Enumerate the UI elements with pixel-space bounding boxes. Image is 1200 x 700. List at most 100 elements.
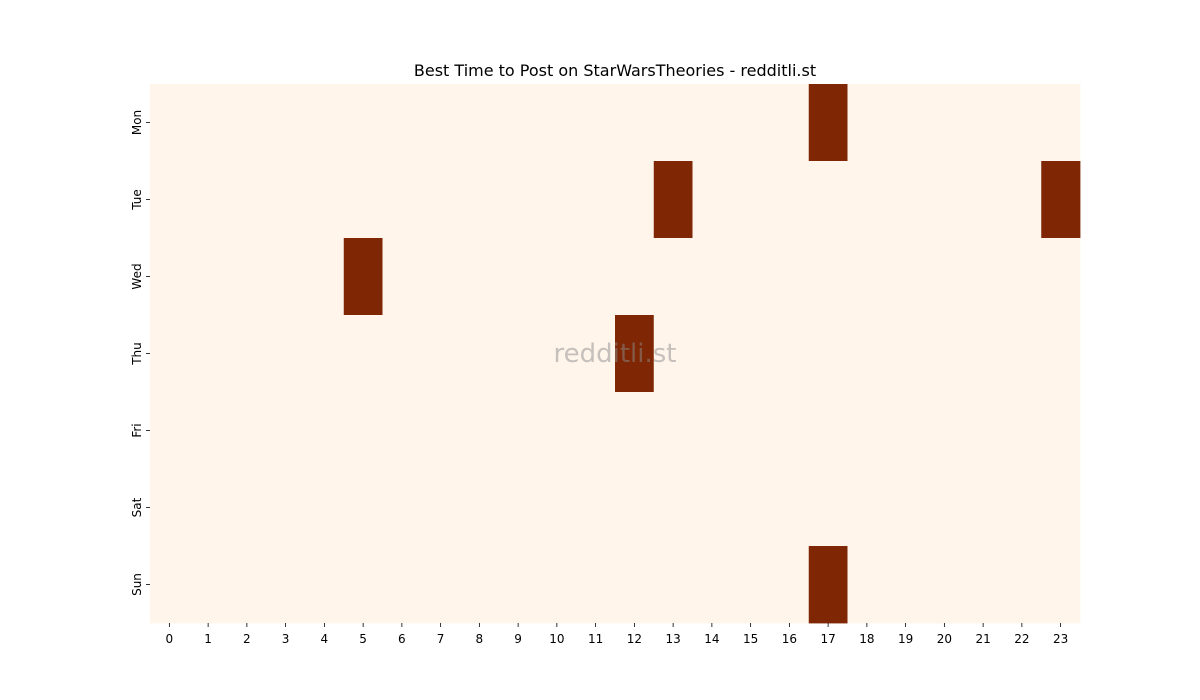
x-tick-label: 14 — [704, 632, 719, 646]
x-tick-label: 2 — [243, 632, 251, 646]
heatmap-cell-sun-13 — [653, 546, 693, 624]
heatmap-cell-thu-3 — [266, 315, 306, 393]
heatmap-cell-fri-3 — [266, 392, 306, 470]
heatmap-cell-wed-2 — [227, 238, 267, 316]
heatmap-cell-thu-18 — [847, 315, 887, 393]
heatmap-cell-fri-20 — [925, 392, 965, 470]
heatmap-cell-wed-18 — [847, 238, 887, 316]
heatmap-cell-fri-21 — [963, 392, 1003, 470]
heatmap-cell-sat-1 — [188, 469, 228, 547]
heatmap-cell-tue-3 — [266, 161, 306, 239]
heatmap-cell-wed-19 — [886, 238, 926, 316]
heatmap-cell-sun-15 — [731, 546, 771, 624]
x-tick-label: 17 — [820, 632, 835, 646]
heatmap-cell-sun-16 — [770, 546, 810, 624]
heatmap-cell-tue-12 — [615, 161, 655, 239]
heatmap-cell-tue-18 — [847, 161, 887, 239]
heatmap-cell-mon-4 — [305, 84, 345, 162]
y-tick-label: Sun — [130, 573, 144, 596]
heatmap-cell-thu-0 — [150, 315, 190, 393]
heatmap-cell-sat-15 — [731, 469, 771, 547]
x-tick-label: 0 — [166, 632, 174, 646]
heatmap-cell-tue-22 — [1002, 161, 1042, 239]
heatmap-cell-thu-22 — [1002, 315, 1042, 393]
heatmap-cell-fri-1 — [188, 392, 228, 470]
heatmap-cell-sun-17 — [808, 546, 848, 624]
heatmap-cell-thu-4 — [305, 315, 345, 393]
x-tick-label: 19 — [898, 632, 913, 646]
x-tick-label: 6 — [398, 632, 406, 646]
heatmap-cell-thu-16 — [770, 315, 810, 393]
heatmap-cell-tue-8 — [460, 161, 500, 239]
x-tick-label: 7 — [437, 632, 445, 646]
y-tick-label: Tue — [130, 189, 144, 211]
heatmap-cell-sun-4 — [305, 546, 345, 624]
heatmap-cell-mon-9 — [498, 84, 538, 162]
heatmap-cell-fri-19 — [886, 392, 926, 470]
heatmap-cell-fri-8 — [460, 392, 500, 470]
heatmap-cell-mon-17 — [808, 84, 848, 162]
x-tick-label: 8 — [476, 632, 484, 646]
heatmap-cell-sat-23 — [1041, 469, 1081, 547]
x-tick-label: 10 — [549, 632, 564, 646]
heatmap-cell-tue-21 — [963, 161, 1003, 239]
heatmap-cell-tue-13 — [653, 161, 693, 239]
heatmap-cell-tue-2 — [227, 161, 267, 239]
heatmap-cell-mon-20 — [925, 84, 965, 162]
heatmap-cell-sat-22 — [1002, 469, 1042, 547]
heatmap-cell-fri-13 — [653, 392, 693, 470]
heatmap-cell-wed-7 — [421, 238, 461, 316]
y-axis: Mon Tue Wed Thu Fri Sat Sun — [130, 110, 150, 596]
heatmap-cell-thu-20 — [925, 315, 965, 393]
heatmap-cell-thu-11 — [576, 315, 616, 393]
heatmap-cell-wed-14 — [692, 238, 732, 316]
heatmap-cell-fri-15 — [731, 392, 771, 470]
heatmap-cell-sun-12 — [615, 546, 655, 624]
y-tick-label: Mon — [130, 110, 144, 135]
heatmap-cell-tue-15 — [731, 161, 771, 239]
heatmap-cell-wed-21 — [963, 238, 1003, 316]
heatmap-cell-tue-10 — [537, 161, 577, 239]
heatmap-cell-wed-9 — [498, 238, 538, 316]
watermark-text: redditli.st — [554, 339, 677, 369]
heatmap-cell-mon-6 — [382, 84, 422, 162]
heatmap-cell-wed-23 — [1041, 238, 1081, 316]
heatmap-cell-tue-17 — [808, 161, 848, 239]
heatmap-cell-sun-10 — [537, 546, 577, 624]
x-tick-label: 9 — [514, 632, 522, 646]
heatmap-cell-mon-23 — [1041, 84, 1081, 162]
heatmap-cell-mon-13 — [653, 84, 693, 162]
heatmap-cell-fri-7 — [421, 392, 461, 470]
heatmap-cell-fri-6 — [382, 392, 422, 470]
heatmap-cell-fri-2 — [227, 392, 267, 470]
x-tick-label: 15 — [743, 632, 758, 646]
heatmap-cell-thu-5 — [343, 315, 383, 393]
heatmap-cell-sat-16 — [770, 469, 810, 547]
x-tick-label: 3 — [282, 632, 290, 646]
heatmap-cell-sun-2 — [227, 546, 267, 624]
heatmap-cell-sun-8 — [460, 546, 500, 624]
heatmap-cell-thu-10 — [537, 315, 577, 393]
x-tick-label: 20 — [937, 632, 952, 646]
heatmap-cell-mon-5 — [343, 84, 383, 162]
heatmap-cell-wed-17 — [808, 238, 848, 316]
heatmap-cell-thu-2 — [227, 315, 267, 393]
heatmap-cell-mon-21 — [963, 84, 1003, 162]
x-tick-label: 13 — [665, 632, 680, 646]
heatmap-cell-sun-5 — [343, 546, 383, 624]
heatmap-cell-wed-4 — [305, 238, 345, 316]
heatmap-cell-sun-9 — [498, 546, 538, 624]
heatmap-cell-mon-18 — [847, 84, 887, 162]
heatmap-cell-thu-15 — [731, 315, 771, 393]
x-tick-label: 4 — [321, 632, 329, 646]
chart-title: Best Time to Post on StarWarsTheories - … — [414, 61, 816, 80]
heatmap-cell-thu-19 — [886, 315, 926, 393]
x-tick-label: 1 — [204, 632, 212, 646]
heatmap-cell-thu-14 — [692, 315, 732, 393]
heatmap-cell-sun-0 — [150, 546, 190, 624]
heatmap-cell-thu-6 — [382, 315, 422, 393]
heatmap-cell-sat-7 — [421, 469, 461, 547]
heatmap-cell-wed-22 — [1002, 238, 1042, 316]
heatmap-cell-tue-19 — [886, 161, 926, 239]
